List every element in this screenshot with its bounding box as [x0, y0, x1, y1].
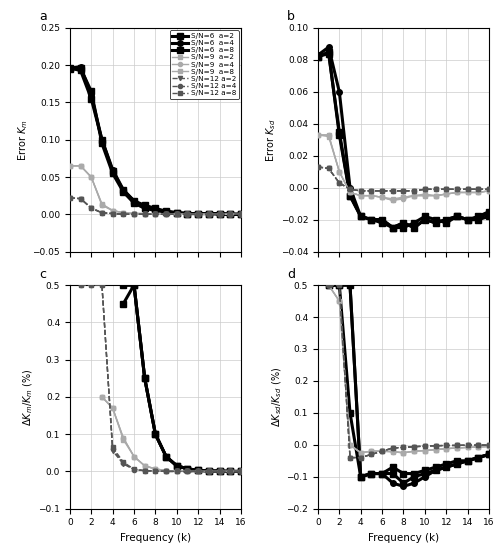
Y-axis label: Error $K_{sd}$: Error $K_{sd}$ — [264, 118, 278, 162]
X-axis label: Frequency (k): Frequency (k) — [368, 533, 439, 543]
Legend: S/N=6  a=2, S/N=6  a=4, S/N=6  a=8, S/N=9  a=2, S/N=9  a=4, S/N=9  a=8, S/N=12 a: S/N=6 a=2, S/N=6 a=4, S/N=6 a=8, S/N=9 a… — [170, 30, 239, 99]
Y-axis label: $\Delta K_m / K_m$ (%): $\Delta K_m / K_m$ (%) — [22, 368, 35, 426]
Text: b: b — [287, 11, 295, 23]
Y-axis label: Error $K_m$: Error $K_m$ — [16, 119, 30, 160]
Text: d: d — [287, 268, 295, 281]
Y-axis label: $\Delta K_{sd} / K_{sd}$ (%): $\Delta K_{sd} / K_{sd}$ (%) — [270, 367, 283, 427]
X-axis label: Frequency (k): Frequency (k) — [120, 533, 191, 543]
Text: c: c — [39, 268, 46, 281]
Text: a: a — [39, 11, 47, 23]
